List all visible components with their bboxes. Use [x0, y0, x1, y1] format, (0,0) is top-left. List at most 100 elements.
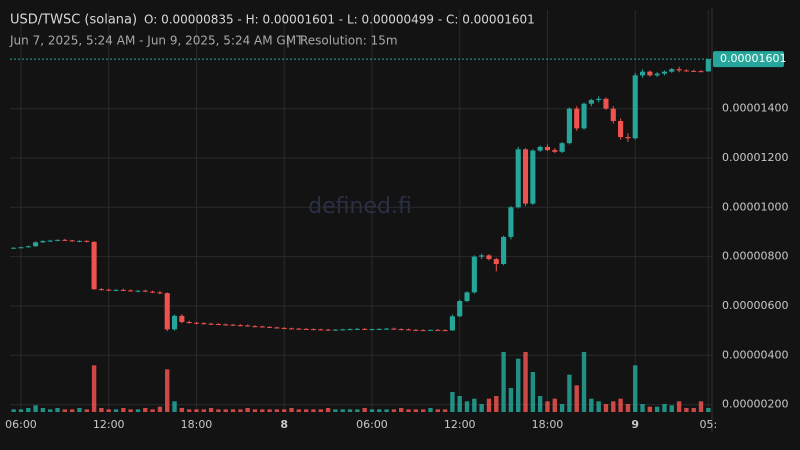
- volume-bar: [216, 409, 221, 412]
- volume-bar: [501, 352, 506, 412]
- candle-body: [515, 149, 521, 208]
- volume-bar: [574, 385, 579, 412]
- volume-bar: [355, 409, 360, 412]
- volume-bar: [567, 374, 572, 412]
- volume-bar: [267, 409, 272, 412]
- volume-bar: [391, 409, 397, 412]
- volume-bar: [311, 409, 316, 412]
- candle-body: [288, 328, 295, 330]
- y-tick-label: 0.00000400: [722, 348, 788, 361]
- candle-body: [647, 71, 653, 76]
- candle-body: [457, 301, 463, 317]
- candle-body: [303, 328, 309, 330]
- candle-body: [574, 108, 580, 129]
- candle-body: [215, 323, 221, 325]
- candle-body: [25, 246, 31, 248]
- candle-body: [84, 240, 90, 242]
- y-tick-label: 0.00001200: [722, 151, 788, 164]
- candle-body: [369, 329, 375, 331]
- volume-bar: [289, 408, 294, 412]
- volume-bar: [523, 352, 528, 412]
- candle-body: [274, 327, 280, 329]
- candle-body: [332, 329, 338, 331]
- y-tick-label: 0.00001000: [722, 200, 788, 213]
- candle-body: [223, 324, 229, 326]
- last-price-label: 0.00001601: [720, 52, 786, 65]
- candle-body: [552, 150, 558, 152]
- volume-bar: [654, 406, 660, 412]
- volume-bar: [340, 409, 345, 412]
- volume-bar: [296, 409, 302, 412]
- volume-bar: [530, 372, 536, 412]
- volume-bar: [135, 409, 141, 412]
- volume-bar: [399, 408, 404, 412]
- volume-bar: [457, 396, 462, 412]
- y-tick-label: 0.00000600: [722, 299, 788, 312]
- candle-body: [442, 330, 448, 332]
- volume-bar: [165, 369, 170, 412]
- volume-bar: [413, 409, 419, 412]
- candle-body: [654, 73, 660, 76]
- candle-body: [296, 328, 302, 330]
- candle-body: [581, 103, 587, 129]
- candle-body: [18, 247, 24, 249]
- candle-body: [486, 255, 492, 260]
- candle-body: [106, 289, 112, 291]
- volume-bar: [62, 409, 68, 412]
- x-tick-label: 12:00: [93, 418, 125, 431]
- candle-body: [354, 328, 360, 330]
- x-tick-label: 05:: [699, 418, 717, 431]
- volume-bar: [472, 398, 477, 412]
- candle-body: [98, 289, 104, 291]
- candle-body: [698, 71, 704, 73]
- candle-body: [530, 150, 536, 204]
- volume-bar: [428, 408, 433, 412]
- grid: [10, 10, 712, 412]
- volume-bar: [69, 409, 75, 412]
- candle-body: [76, 240, 83, 242]
- candle-body: [171, 315, 178, 330]
- x-tick-label: 06:00: [5, 418, 37, 431]
- volume-bar: [143, 408, 148, 412]
- candle-body: [150, 291, 156, 293]
- candle-body: [501, 236, 507, 265]
- candle-body: [493, 259, 499, 265]
- volume-bar: [435, 409, 440, 412]
- volume-bar: [640, 404, 645, 412]
- x-tick-label: 18:00: [532, 418, 564, 431]
- volume-bar: [99, 408, 104, 412]
- candle-body: [54, 239, 61, 241]
- candle-body: [639, 71, 646, 76]
- candle-body: [47, 240, 53, 242]
- candle-body: [281, 327, 287, 329]
- volume-bar: [420, 409, 426, 412]
- volume-bar: [106, 409, 111, 412]
- volume-bar: [369, 409, 375, 412]
- candle-body: [471, 256, 477, 293]
- y-tick-label: 0.00000800: [722, 250, 788, 263]
- volume-bar: [40, 408, 46, 412]
- candle-body: [683, 70, 689, 72]
- candle-body: [62, 239, 68, 241]
- candle-body: [157, 292, 163, 294]
- volume-bar: [494, 396, 499, 412]
- x-tick-label: 12:00: [444, 418, 476, 431]
- volume-bar: [157, 406, 163, 412]
- candle-body: [69, 240, 75, 242]
- candle-body: [347, 329, 353, 331]
- volume-bar: [208, 408, 214, 412]
- volume-bar: [347, 409, 353, 412]
- volume-bar: [194, 409, 199, 412]
- volume-bar: [537, 396, 543, 412]
- volume-bar: [11, 409, 16, 412]
- candle-body: [40, 241, 46, 243]
- volume-bar: [172, 401, 177, 412]
- candle-body: [113, 289, 119, 291]
- candle-body: [632, 75, 638, 139]
- candle-body: [11, 247, 17, 249]
- candle-body: [625, 137, 631, 139]
- candle-body: [691, 70, 697, 72]
- candle-body: [384, 328, 390, 330]
- volume-bar: [662, 404, 667, 412]
